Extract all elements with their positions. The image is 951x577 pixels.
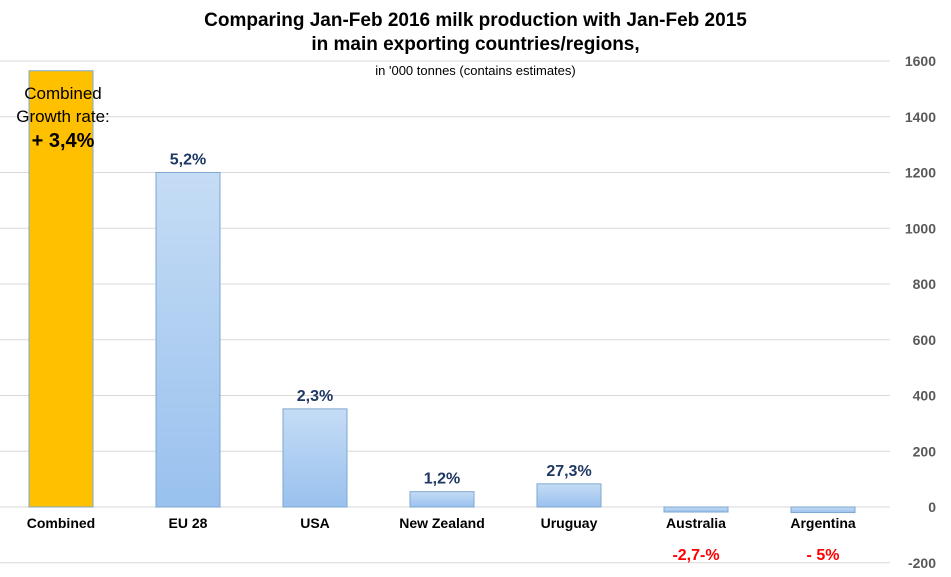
data-label: 5,2% bbox=[170, 152, 206, 169]
x-tick-label: Uruguay bbox=[541, 515, 598, 531]
y-tick-label: 200 bbox=[913, 443, 937, 459]
y-tick-label: 1000 bbox=[905, 220, 936, 236]
bar-usa bbox=[282, 408, 348, 508]
chart-subtitle: in '000 tonnes (contains estimates) bbox=[375, 63, 576, 78]
combined-note-line1: Combined bbox=[24, 84, 102, 103]
y-tick-label: 1600 bbox=[905, 53, 936, 69]
x-tick-label: Australia bbox=[666, 515, 726, 531]
y-tick-label: -200 bbox=[908, 555, 936, 571]
x-tick-label: EU 28 bbox=[169, 515, 208, 531]
y-tick-label: 1200 bbox=[905, 165, 936, 181]
bar-australia bbox=[663, 506, 729, 513]
data-label: 27,3% bbox=[546, 463, 591, 480]
data-label: -2,7-% bbox=[672, 547, 719, 564]
y-tick-label: 400 bbox=[913, 388, 937, 404]
bar-combined bbox=[28, 70, 94, 508]
x-tick-label: Argentina bbox=[790, 515, 856, 531]
combined-note-line2: Growth rate: bbox=[16, 107, 110, 126]
data-label: 1,2% bbox=[424, 471, 460, 488]
chart-title-line2: in main exporting countries/regions, bbox=[311, 34, 640, 55]
x-tick-label: New Zealand bbox=[399, 515, 485, 531]
y-tick-label: 800 bbox=[913, 276, 937, 292]
y-tick-label: 600 bbox=[913, 332, 937, 348]
x-tick-label: USA bbox=[300, 515, 330, 531]
y-tick-label: 0 bbox=[928, 499, 936, 515]
bar-eu-28 bbox=[155, 172, 221, 508]
y-tick-label: 1400 bbox=[905, 109, 936, 125]
combined-growth-rate: + 3,4% bbox=[31, 130, 95, 152]
data-label: 2,3% bbox=[297, 388, 333, 405]
bar-new-zealand bbox=[409, 491, 475, 508]
chart-title: Comparing Jan-Feb 2016 milk production w… bbox=[204, 10, 747, 31]
x-tick-label: Combined bbox=[27, 515, 95, 531]
data-label: - 5% bbox=[807, 547, 840, 564]
bar-argentina bbox=[790, 506, 856, 514]
bar-uruguay bbox=[536, 483, 602, 508]
